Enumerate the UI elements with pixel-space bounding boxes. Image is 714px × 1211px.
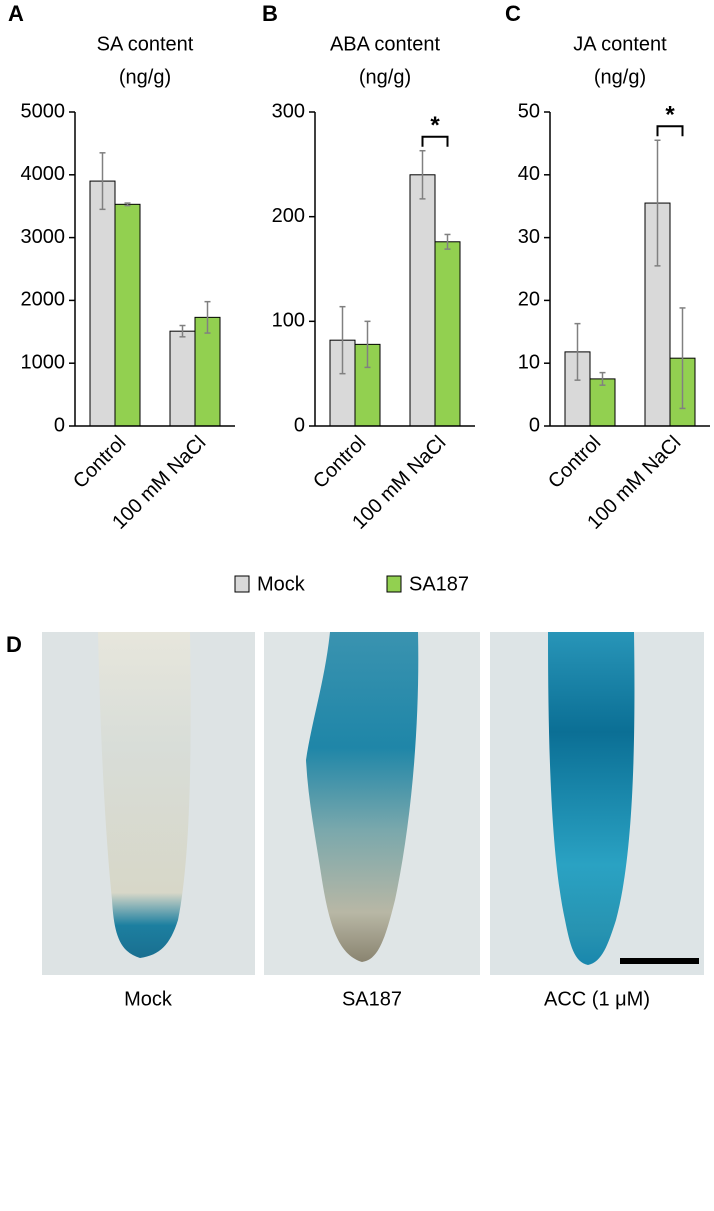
photo-caption: Mock	[124, 988, 173, 1010]
x-tick-label: Control	[69, 432, 130, 493]
y-tick-label: 100	[272, 310, 305, 332]
panel-d: D	[6, 632, 704, 975]
chart-title: ABA content	[330, 33, 441, 55]
chart-subtitle: (ng/g)	[119, 66, 171, 88]
panel-label: D	[6, 632, 22, 657]
bar	[194, 316, 221, 427]
significance-bracket	[656, 125, 684, 137]
photo-caption: ACC (1 μM)	[544, 988, 650, 1010]
y-tick-label: 0	[294, 414, 305, 436]
legend-swatch	[386, 575, 402, 593]
chart-title: SA content	[97, 33, 194, 55]
y-tick-label: 4000	[21, 163, 66, 185]
bar	[409, 174, 436, 427]
root-mock	[98, 632, 191, 958]
panel-label: A	[8, 1, 24, 26]
error-bar	[599, 371, 606, 386]
error-bar	[99, 152, 106, 211]
x-tick-label: Control	[309, 432, 370, 493]
y-tick-label: 40	[518, 163, 540, 185]
bar	[589, 378, 616, 427]
chart-subtitle: (ng/g)	[594, 66, 646, 88]
panel-label: B	[262, 1, 278, 26]
y-tick-label: 3000	[21, 226, 66, 248]
y-tick-label: 10	[518, 351, 540, 373]
y-tick-label: 30	[518, 226, 540, 248]
bar	[169, 330, 196, 427]
y-tick-label: 20	[518, 289, 540, 311]
bar	[114, 203, 141, 427]
y-tick-label: 5000	[21, 100, 66, 122]
root-sa187	[306, 632, 419, 962]
legend-label: SA187	[409, 573, 469, 595]
y-tick-label: 0	[529, 414, 540, 436]
photo-caption: SA187	[342, 988, 402, 1010]
y-tick-label: 2000	[21, 289, 66, 311]
significance-bracket	[421, 135, 449, 147]
error-bar	[654, 139, 661, 267]
y-tick-label: 200	[272, 205, 305, 227]
error-bar	[419, 149, 426, 200]
significance-label: *	[665, 102, 675, 129]
error-bar	[444, 233, 451, 250]
error-bar	[364, 320, 371, 369]
y-tick-label: 50	[518, 100, 540, 122]
error-bar	[679, 307, 686, 410]
x-tick-label: Control	[544, 432, 605, 493]
legend-swatch	[234, 575, 250, 593]
y-tick-label: 300	[272, 100, 305, 122]
chart-subtitle: (ng/g)	[359, 66, 411, 88]
error-bar	[179, 324, 186, 338]
bar	[434, 241, 461, 427]
error-bar	[204, 300, 211, 334]
error-bar	[339, 305, 346, 375]
legend-label: Mock	[257, 573, 306, 595]
panel-label: C	[505, 1, 521, 26]
y-tick-label: 0	[54, 414, 65, 436]
error-bar	[574, 322, 581, 381]
y-tick-label: 1000	[21, 351, 66, 373]
significance-label: *	[430, 112, 440, 139]
bar	[89, 180, 116, 427]
chart-title: JA content	[573, 33, 667, 55]
root-acc	[548, 632, 635, 965]
error-bar	[124, 202, 131, 207]
